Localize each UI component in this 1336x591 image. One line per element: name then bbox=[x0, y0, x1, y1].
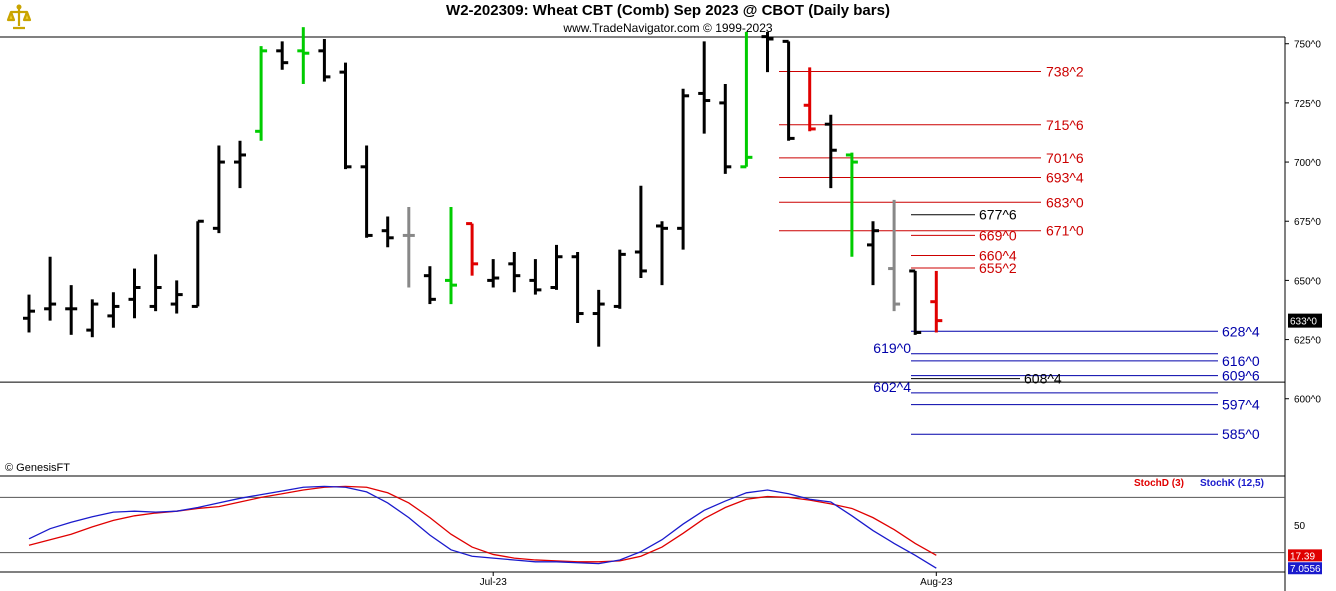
ohlc-bar bbox=[867, 221, 879, 286]
level-label: 701^6 bbox=[1046, 150, 1084, 166]
level-label: 660^4 bbox=[979, 248, 1017, 264]
ohlc-bar bbox=[191, 219, 204, 308]
ohlc-bar bbox=[592, 289, 605, 347]
chart-title: W2-202309: Wheat CBT (Comb) Sep 2023 @ C… bbox=[446, 2, 890, 19]
level-label: 683^0 bbox=[1046, 194, 1084, 210]
stochd-value-tag bbox=[1288, 549, 1322, 562]
stochd-value-label: 17.39 bbox=[1290, 551, 1315, 562]
level-label: 677^6 bbox=[979, 207, 1017, 223]
ohlc-bar bbox=[845, 152, 858, 257]
y-tick-label: 750^0 bbox=[1294, 40, 1321, 51]
ohlc-bar bbox=[909, 269, 922, 335]
level-label: 693^4 bbox=[1046, 169, 1084, 185]
ohlc-bar bbox=[445, 207, 457, 305]
level-label: 619^0 bbox=[873, 340, 911, 356]
y-tick-label: 675^0 bbox=[1294, 217, 1321, 228]
level-label: 655^2 bbox=[979, 260, 1017, 276]
ohlc-bar bbox=[107, 292, 120, 328]
legend-stochk: StochK (12,5) bbox=[1200, 478, 1264, 489]
ohlc-bar bbox=[888, 199, 901, 312]
y-tick-label: 700^0 bbox=[1294, 158, 1321, 169]
ohlc-bar bbox=[761, 31, 774, 73]
ohlc-bar bbox=[360, 145, 373, 238]
ohlc-bar bbox=[212, 145, 225, 234]
ohlc-bar bbox=[824, 114, 837, 189]
stoch-tick-label: 50 bbox=[1294, 521, 1306, 532]
level-label: 669^0 bbox=[979, 227, 1017, 243]
ohlc-bar bbox=[487, 259, 500, 288]
ohlc-bar bbox=[234, 140, 246, 189]
ohlc-bar bbox=[466, 222, 479, 276]
ohlc-bar bbox=[677, 88, 690, 250]
ohlc-bar bbox=[65, 285, 78, 335]
ohlc-bar bbox=[656, 221, 668, 286]
level-label: 585^0 bbox=[1222, 426, 1260, 442]
stochk-value-label: 7.0556 bbox=[1290, 564, 1321, 575]
ohlc-bar bbox=[170, 280, 183, 314]
ohlc-bar bbox=[550, 244, 563, 290]
ohlc-bar bbox=[508, 252, 521, 293]
ohlc-bar bbox=[297, 27, 310, 84]
legend-stochd: StochD (3) bbox=[1134, 478, 1184, 489]
ohlc-bar bbox=[930, 270, 943, 333]
ohlc-bar bbox=[634, 185, 647, 279]
copyright-label: © GenesisFT bbox=[5, 462, 70, 474]
ohlc-bar bbox=[318, 39, 331, 82]
ohlc-bar bbox=[339, 62, 352, 170]
level-label: 628^4 bbox=[1222, 323, 1260, 339]
ohlc-bar bbox=[613, 249, 626, 309]
ohlc-bar bbox=[803, 67, 816, 132]
ohlc-bar bbox=[23, 294, 35, 333]
ohlc-bar bbox=[276, 41, 289, 70]
ohlc-bar bbox=[740, 31, 753, 169]
last-price-label: 633^0 bbox=[1290, 317, 1317, 328]
ohlc-bar bbox=[86, 299, 99, 338]
ohlc-bar bbox=[44, 256, 57, 321]
y-tick-label: 650^0 bbox=[1294, 276, 1321, 287]
ohlc-bar bbox=[149, 254, 162, 312]
ohlc-bar bbox=[719, 83, 732, 174]
ohlc-bar bbox=[255, 46, 268, 141]
ohlc-bar bbox=[423, 266, 436, 305]
level-label: 609^6 bbox=[1222, 368, 1260, 384]
y-tick-label: 625^0 bbox=[1294, 336, 1321, 347]
trade-navigator-logo-icon bbox=[4, 2, 34, 37]
level-label: 608^4 bbox=[1024, 371, 1062, 387]
level-label: 738^2 bbox=[1046, 64, 1084, 80]
x-tick-label: Aug-23 bbox=[920, 577, 953, 588]
level-label: 602^4 bbox=[873, 379, 911, 395]
chart-subtitle: www.TradeNavigator.com © 1999-2023 bbox=[563, 21, 773, 35]
ohlc-bar bbox=[402, 207, 415, 288]
level-label: 616^0 bbox=[1222, 353, 1260, 369]
ohlc-bar bbox=[571, 252, 584, 323]
ohlc-bar bbox=[782, 39, 795, 141]
last-price-tag bbox=[1288, 313, 1322, 328]
ohlc-bar bbox=[529, 259, 542, 295]
level-label: 597^4 bbox=[1222, 397, 1260, 413]
level-label: 715^6 bbox=[1046, 117, 1084, 133]
ohlc-bar bbox=[128, 268, 141, 319]
y-tick-label: 600^0 bbox=[1294, 395, 1321, 406]
stochk-line bbox=[28, 485, 937, 569]
x-tick-label: Jul-23 bbox=[480, 577, 508, 588]
y-tick-label: 725^0 bbox=[1294, 99, 1321, 110]
ohlc-bar bbox=[381, 216, 394, 248]
ohlc-bar bbox=[698, 41, 711, 134]
level-label: 671^0 bbox=[1046, 223, 1084, 239]
stochk-value-tag bbox=[1288, 562, 1322, 575]
